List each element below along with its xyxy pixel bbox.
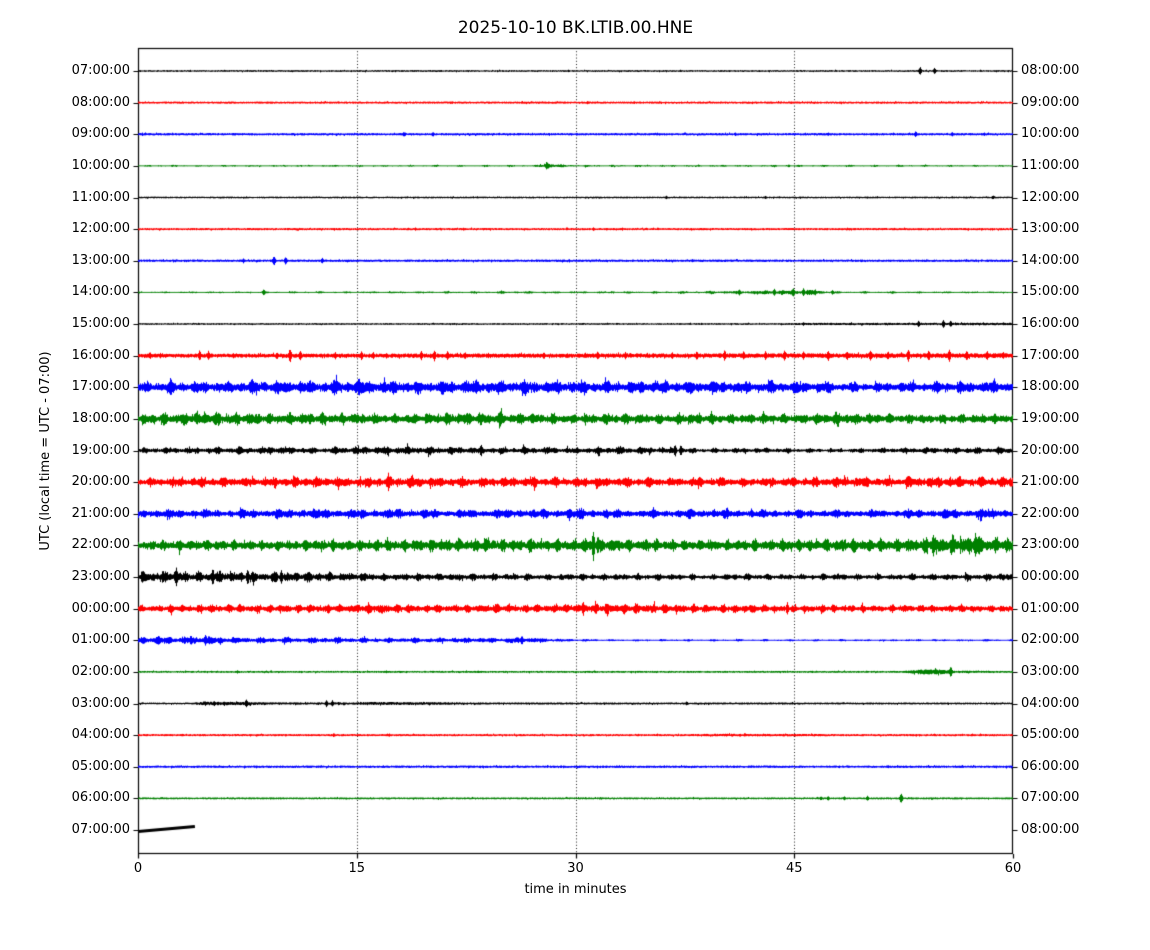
utc-time-label: 17:00:00 <box>71 379 130 395</box>
x-tick-label: 0 <box>133 861 143 876</box>
local-time-label: 05:00:00 <box>1021 727 1080 743</box>
local-time-label: 08:00:00 <box>1021 822 1080 837</box>
utc-time-label: 06:00:00 <box>71 790 130 806</box>
local-time-label: 22:00:00 <box>1021 505 1080 521</box>
local-time-label: 07:00:00 <box>1021 790 1080 806</box>
local-time-label: 11:00:00 <box>1021 157 1080 173</box>
utc-time-label: 18:00:00 <box>71 410 130 426</box>
utc-time-label: 14:00:00 <box>71 284 130 300</box>
chart-title: 2025-10-10 BK.LTIB.00.HNE <box>457 18 694 38</box>
local-time-label: 17:00:00 <box>1021 347 1080 363</box>
utc-time-label: 16:00:00 <box>71 347 130 363</box>
local-time-label: 06:00:00 <box>1021 758 1080 774</box>
local-time-label: 12:00:00 <box>1021 189 1080 205</box>
local-time-label: 03:00:00 <box>1021 663 1080 679</box>
local-time-label: 01:00:00 <box>1021 600 1080 616</box>
local-time-label: 02:00:00 <box>1021 632 1080 648</box>
utc-time-label: 02:00:00 <box>71 663 130 679</box>
local-time-label: 20:00:00 <box>1021 442 1080 458</box>
utc-time-label: 20:00:00 <box>71 474 130 490</box>
x-tick-label: 45 <box>785 861 803 876</box>
x-tick-label: 60 <box>1004 861 1022 876</box>
utc-time-label: 00:00:00 <box>71 600 130 616</box>
utc-time-label: 03:00:00 <box>71 695 130 711</box>
local-time-label: 09:00:00 <box>1021 94 1080 110</box>
local-time-label: 04:00:00 <box>1021 695 1080 711</box>
local-time-label: 14:00:00 <box>1021 252 1080 268</box>
local-time-label: 08:00:00 <box>1021 63 1080 78</box>
utc-time-label: 09:00:00 <box>71 126 130 142</box>
utc-time-label: 05:00:00 <box>71 758 130 774</box>
local-time-label: 21:00:00 <box>1021 474 1080 490</box>
local-time-label: 15:00:00 <box>1021 284 1080 300</box>
utc-time-label: 07:00:00 <box>71 63 130 78</box>
utc-time-label: 10:00:00 <box>71 157 130 173</box>
local-time-label: 00:00:00 <box>1021 569 1080 584</box>
local-time-label: 23:00:00 <box>1021 537 1080 553</box>
utc-time-label: 11:00:00 <box>71 189 130 205</box>
local-time-label: 10:00:00 <box>1021 126 1080 142</box>
local-time-label: 13:00:00 <box>1021 221 1080 237</box>
utc-time-label: 12:00:00 <box>71 221 130 237</box>
local-time-label: 18:00:00 <box>1021 379 1080 395</box>
x-tick-label: 30 <box>567 861 584 876</box>
local-time-label: 19:00:00 <box>1021 410 1080 426</box>
local-time-label: 16:00:00 <box>1021 316 1080 331</box>
utc-time-label: 13:00:00 <box>71 252 130 268</box>
utc-time-label: 19:00:00 <box>71 442 130 458</box>
utc-time-label: 23:00:00 <box>71 569 130 584</box>
x-tick-label: 15 <box>348 861 366 876</box>
utc-time-label: 21:00:00 <box>71 505 130 521</box>
utc-time-label: 08:00:00 <box>71 94 130 110</box>
utc-time-label: 15:00:00 <box>71 316 130 331</box>
utc-time-label: 07:00:00 <box>71 822 130 837</box>
utc-time-label: 22:00:00 <box>71 537 130 553</box>
utc-time-label: 04:00:00 <box>71 727 130 743</box>
x-axis-label: time in minutes <box>524 882 627 897</box>
utc-time-label: 01:00:00 <box>71 632 130 648</box>
